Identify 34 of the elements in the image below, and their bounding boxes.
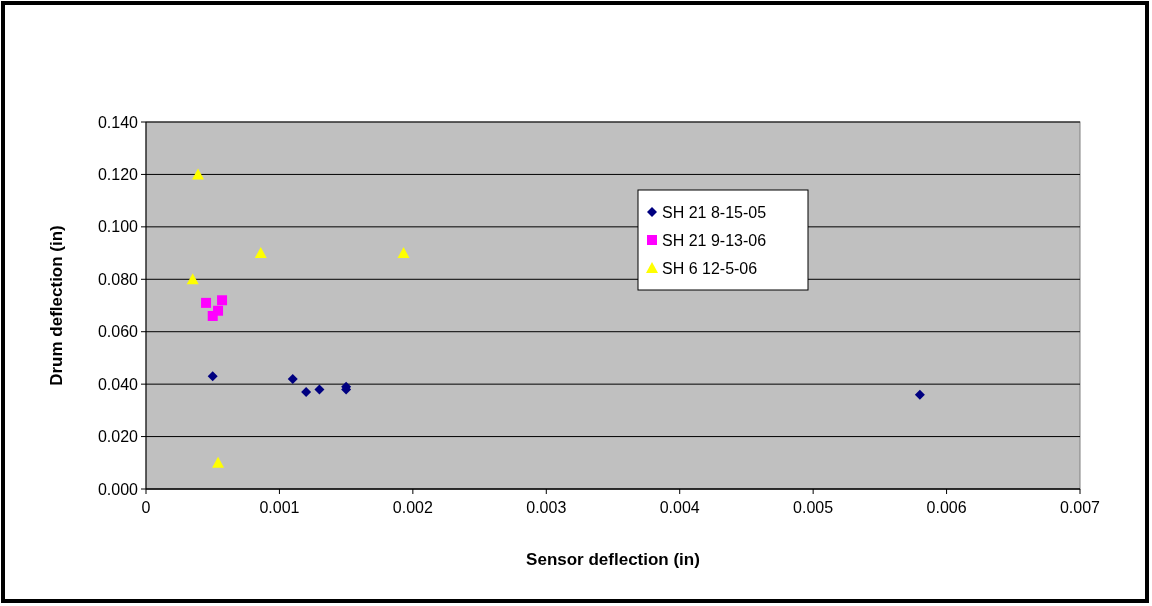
x-tick-label: 0.006 (926, 499, 967, 516)
y-tick-label: 0.060 (97, 323, 139, 341)
point (301, 387, 312, 398)
point (217, 295, 228, 306)
point (914, 389, 925, 400)
legend-label: SH 21 9-13-06 (662, 231, 767, 249)
point (186, 273, 199, 285)
y-tick-label: 0.080 (97, 270, 139, 288)
x-tick-label: 0.001 (259, 499, 300, 516)
x-tick-label: 0.005 (793, 499, 834, 516)
point (287, 373, 298, 384)
y-tick-label: 0.040 (97, 375, 139, 393)
point (212, 456, 225, 468)
x-tick-label: 0.004 (659, 499, 700, 516)
point (397, 247, 410, 259)
y-tick-label: 0.000 (97, 480, 139, 498)
y-tick-label: 0.120 (97, 166, 139, 184)
y-tick-label: 0.020 (97, 428, 139, 446)
y-tick-label: 0.100 (97, 218, 139, 236)
x-tick-label: 0.003 (526, 499, 567, 516)
y-tick-label: 0.140 (97, 113, 139, 131)
x-tick-label: 0 (141, 499, 151, 516)
point (201, 297, 212, 308)
point (314, 384, 325, 395)
point (207, 371, 218, 382)
legend-label: SH 6 12-5-06 (662, 259, 758, 277)
x-tick-label: 0.002 (392, 499, 433, 516)
point (192, 168, 205, 180)
y-axis-title: Drum deflection (in) (47, 225, 66, 386)
x-axis-title: Sensor deflection (in) (526, 550, 700, 569)
point (254, 247, 267, 259)
point (207, 310, 218, 321)
x-tick-label: 0.007 (1059, 499, 1101, 516)
legend-label: SH 21 8-15-05 (662, 203, 767, 221)
